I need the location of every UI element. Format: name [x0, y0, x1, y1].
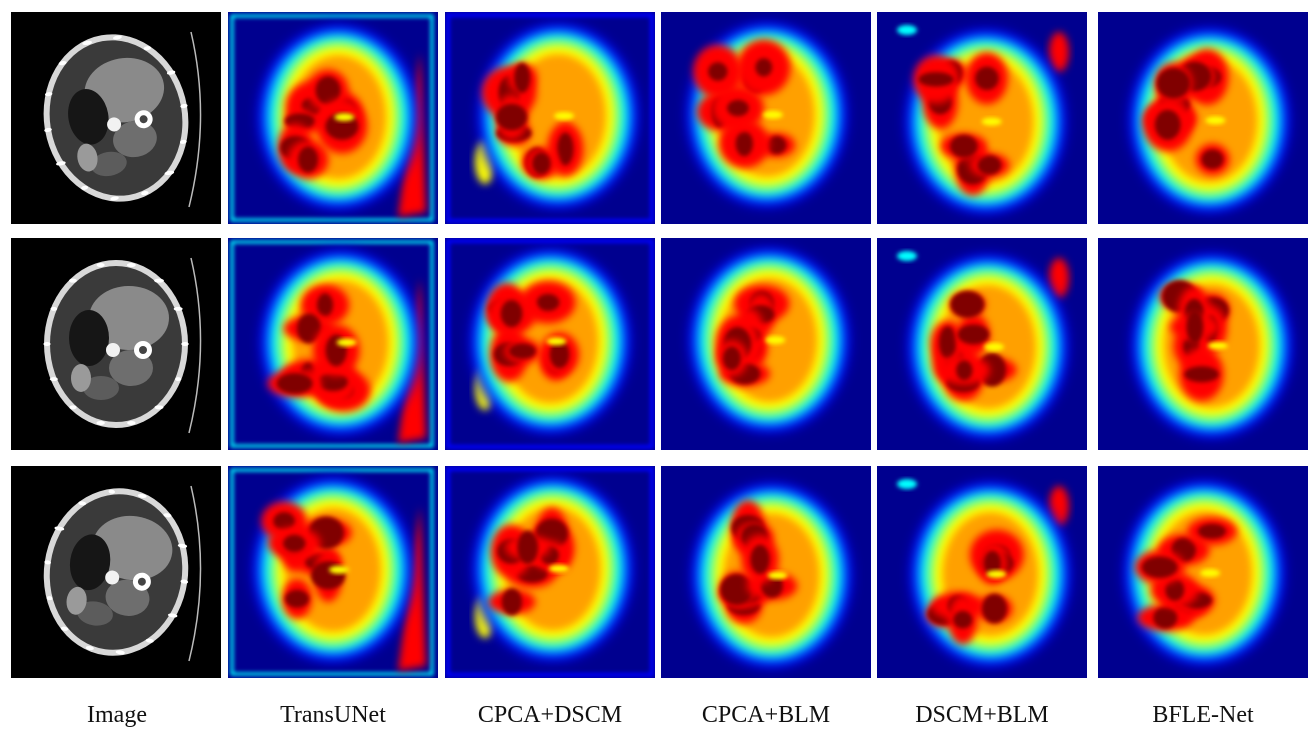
ct-scan-image [11, 238, 221, 450]
attention-heatmap [877, 12, 1087, 224]
heatmap-transunet-row-2 [228, 238, 438, 450]
attention-heatmap [1098, 12, 1308, 224]
heatmap-cpca-blm-row-1 [661, 12, 871, 224]
attention-heatmap [445, 466, 655, 678]
column-label-cpca-blm: CPCA+BLM [701, 702, 831, 728]
heatmap-dscm-blm-row-2 [877, 238, 1087, 450]
attention-heatmap [228, 12, 438, 224]
heatmap-bfle-net-row-2 [1098, 238, 1308, 450]
heatmap-dscm-blm-row-3 [877, 466, 1087, 678]
column-label-bfle-net: BFLE-Net [1152, 702, 1254, 728]
attention-heatmap [877, 238, 1087, 450]
column-label-cpca-dscm: CPCA+DSCM [477, 702, 623, 728]
ct-scan-image [11, 466, 221, 678]
attention-heatmap [661, 12, 871, 224]
heatmap-transunet-row-3 [228, 466, 438, 678]
attention-heatmap [228, 466, 438, 678]
attention-heatmap [1098, 238, 1308, 450]
heatmap-bfle-net-row-1 [1098, 12, 1308, 224]
attention-heatmap [661, 466, 871, 678]
attention-heatmap [1098, 466, 1308, 678]
heatmap-bfle-net-row-3 [1098, 466, 1308, 678]
column-label-dscm-blm: DSCM+BLM [915, 702, 1049, 728]
attention-heatmap [445, 12, 655, 224]
attention-heatmap [661, 238, 871, 450]
heatmap-dscm-blm-row-1 [877, 12, 1087, 224]
attention-heatmap [228, 238, 438, 450]
heatmap-cpca-blm-row-3 [661, 466, 871, 678]
heatmap-cpca-dscm-row-2 [445, 238, 655, 450]
ct-image-row-1 [11, 12, 221, 224]
heatmap-cpca-dscm-row-1 [445, 12, 655, 224]
attention-heatmap [445, 238, 655, 450]
column-label-image: Image [87, 702, 147, 728]
attention-heatmap [877, 466, 1087, 678]
column-label-transunet: TransUNet [280, 702, 386, 728]
ct-scan-image [11, 12, 221, 224]
ct-image-row-3 [11, 466, 221, 678]
heatmap-cpca-blm-row-2 [661, 238, 871, 450]
ct-image-row-2 [11, 238, 221, 450]
heatmap-transunet-row-1 [228, 12, 438, 224]
heatmap-cpca-dscm-row-3 [445, 466, 655, 678]
